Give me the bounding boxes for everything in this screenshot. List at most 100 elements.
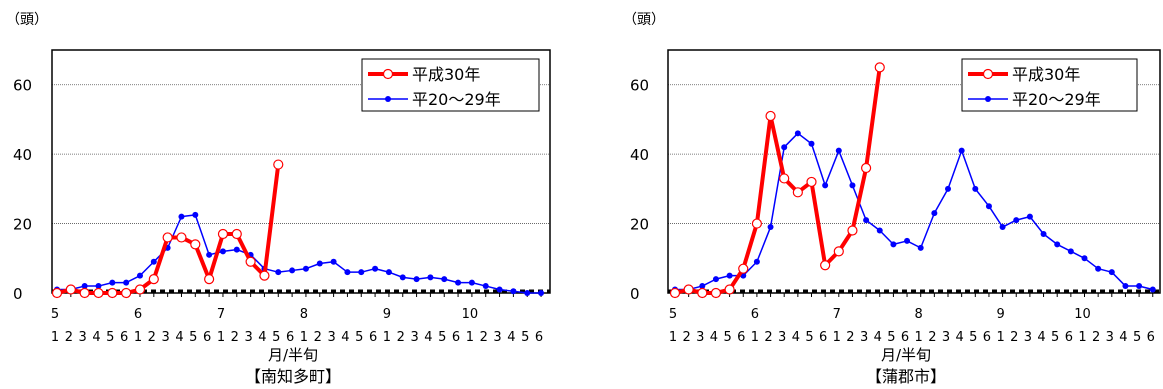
x-pentad-label: 3 xyxy=(327,330,335,345)
x-pentad-label: 2 xyxy=(1092,330,1100,345)
x-pentad-label: 3 xyxy=(493,330,501,345)
x-pentad-label: 2 xyxy=(1010,330,1018,345)
data-point-avg xyxy=(767,224,774,231)
data-point-avg xyxy=(81,283,88,290)
data-point-avg xyxy=(192,211,199,218)
y-tick-label: 40 xyxy=(13,146,32,164)
x-pentad-label: 6 xyxy=(901,330,909,345)
plot-area xyxy=(667,49,1161,294)
data-point-h30 xyxy=(107,287,118,299)
data-point-h30 xyxy=(792,187,803,198)
x-pentad-label: 5 xyxy=(189,330,197,345)
data-point-h30 xyxy=(847,225,858,236)
x-pentad-label: 4 xyxy=(175,330,183,345)
x-pentad-label: 4 xyxy=(1119,330,1127,345)
data-point-h30 xyxy=(204,274,215,285)
data-point-h30 xyxy=(820,260,831,271)
data-point-avg xyxy=(1040,230,1047,237)
x-month-label: 6 xyxy=(751,307,759,322)
data-point-avg xyxy=(441,276,448,283)
data-point-h30 xyxy=(669,287,681,299)
x-month-label: 6 xyxy=(134,307,142,322)
data-point-h30 xyxy=(134,284,146,295)
x-month-label: 8 xyxy=(300,307,308,322)
data-point-avg xyxy=(372,265,379,272)
legend-label: 平成30年 xyxy=(412,65,480,84)
x-pentad-label: 6 xyxy=(737,330,745,345)
legend-marker-avg xyxy=(985,96,991,102)
y-tick-label: 60 xyxy=(630,77,649,95)
x-pentad-label: 5 xyxy=(106,330,114,345)
data-point-avg xyxy=(890,241,897,248)
data-point-h30 xyxy=(751,218,762,229)
data-point-h30 xyxy=(833,246,844,257)
x-month-label: 8 xyxy=(915,307,923,322)
data-point-h30 xyxy=(190,239,201,250)
data-point-avg xyxy=(1136,283,1143,290)
data-point-avg xyxy=(136,272,143,279)
data-point-avg xyxy=(344,269,351,276)
x-pentad-label: 6 xyxy=(983,330,991,345)
data-point-avg xyxy=(330,258,337,265)
data-point-avg xyxy=(917,244,924,251)
x-pentad-label: 4 xyxy=(874,330,882,345)
data-point-h30 xyxy=(273,159,284,170)
data-point-h30 xyxy=(874,62,885,73)
data-point-avg xyxy=(1081,255,1088,262)
data-point-avg xyxy=(1013,217,1020,224)
x-pentad-label: 5 xyxy=(438,330,446,345)
data-point-avg xyxy=(206,251,213,258)
x-pentad-label: 4 xyxy=(710,330,718,345)
y-tick-label: 0 xyxy=(630,285,640,303)
x-pentad-label: 3 xyxy=(161,330,169,345)
data-point-avg xyxy=(849,182,856,189)
data-point-avg xyxy=(1122,283,1129,290)
series-line-h30 xyxy=(56,164,281,295)
x-month-label: 10 xyxy=(462,307,479,322)
x-pentad-label: 2 xyxy=(65,330,73,345)
data-point-avg xyxy=(289,267,296,274)
x-pentad-label: 5 xyxy=(521,330,529,345)
data-point-avg xyxy=(726,272,733,279)
x-pentad-label: 1 xyxy=(383,330,391,345)
x-pentad-label: 2 xyxy=(480,330,488,345)
x-pentad-label: 4 xyxy=(956,330,964,345)
data-point-avg xyxy=(931,210,938,217)
legend-marker-h30 xyxy=(982,68,994,80)
data-point-h30 xyxy=(683,284,694,295)
x-pentad-label: 4 xyxy=(424,330,432,345)
y-unit-label: （頭） xyxy=(623,12,665,28)
y-unit-label: （頭） xyxy=(6,12,48,28)
x-pentad-label: 1 xyxy=(466,330,474,345)
data-point-avg xyxy=(1108,269,1115,276)
y-tick-label: 20 xyxy=(630,216,649,234)
legend-box xyxy=(961,58,1138,112)
series-line-avg xyxy=(57,214,542,294)
legend-label: 平20～29年 xyxy=(412,90,501,109)
legend-box xyxy=(361,58,540,112)
x-month-label: 10 xyxy=(1074,307,1091,322)
x-pentad-label: 1 xyxy=(217,330,225,345)
x-pentad-label: 1 xyxy=(51,330,59,345)
x-pentad-label: 4 xyxy=(507,330,515,345)
x-axis-label: 月/半旬 xyxy=(881,346,931,364)
data-point-avg xyxy=(1095,265,1102,272)
data-point-avg xyxy=(538,290,545,296)
x-pentad-label: 6 xyxy=(1065,330,1073,345)
x-pentad-label: 1 xyxy=(134,330,142,345)
data-point-avg xyxy=(1054,241,1061,248)
x-pentad-label: 3 xyxy=(860,330,868,345)
x-month-label: 9 xyxy=(383,307,391,322)
data-point-avg xyxy=(972,185,979,192)
data-point-avg xyxy=(275,269,282,276)
chart-caption: 【蒲郡市】 xyxy=(866,367,946,386)
data-point-avg xyxy=(999,224,1006,231)
data-point-avg xyxy=(1149,286,1156,293)
x-pentad-label: 4 xyxy=(792,330,800,345)
x-pentad-label: 5 xyxy=(887,330,895,345)
legend-label: 平20～29年 xyxy=(1012,90,1101,109)
data-point-h30 xyxy=(51,287,63,299)
x-pentad-label: 2 xyxy=(928,330,936,345)
